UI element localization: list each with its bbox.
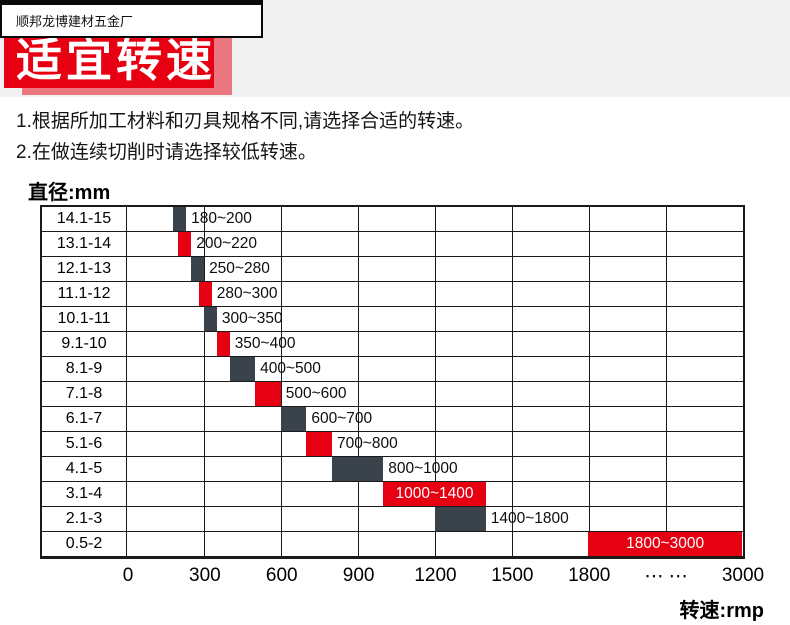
- diameter-cell: 13.1-14: [42, 232, 127, 256]
- diameter-cell: 11.1-12: [42, 282, 127, 306]
- speed-range-label: 300~350: [221, 310, 283, 327]
- diameter-cell: 7.1-8: [42, 382, 127, 406]
- table-row: 3.1-4 1000~1400: [42, 482, 743, 507]
- x-axis: 0 300 600 900 1200 1500 1800 ⋯ ⋯ 3000: [40, 565, 764, 591]
- x-tick: 900: [342, 565, 375, 586]
- speed-bar: [173, 207, 187, 231]
- usage-notes: 1.根据所加工材料和刃具规格不同,请选择合适的转速。 2.在做连续切削时请选择较…: [16, 106, 474, 168]
- speed-bar: [280, 407, 307, 431]
- speed-bar: [383, 482, 486, 506]
- speed-range-label: 400~500: [260, 360, 321, 377]
- row-chart: 1000~1400: [127, 482, 743, 506]
- speed-table: 14.1-15 180~200 13.1-14 200~220 12.1-13 250~2…: [40, 205, 745, 559]
- table-row: 10.1-11 300~350: [42, 307, 743, 332]
- diameter-cell: 12.1-13: [42, 257, 127, 281]
- store-name: 顺邦龙博建材五金厂: [16, 14, 134, 29]
- speed-range-label: 1400~1800: [490, 510, 569, 527]
- note-line-1: 1.根据所加工材料和刃具规格不同,请选择合适的转速。: [16, 111, 475, 132]
- x-tick: ⋯ ⋯: [644, 566, 688, 587]
- row-chart: 200~220: [127, 232, 743, 256]
- speed-bar: [434, 507, 486, 531]
- row-chart: 250~280: [127, 257, 743, 281]
- row-chart: 700~800: [127, 432, 743, 456]
- speed-range-label: 700~800: [337, 435, 398, 452]
- speed-range-label: 250~280: [209, 260, 270, 277]
- diameter-cell: 5.1-6: [42, 432, 127, 456]
- row-chart: 800~1000: [127, 457, 743, 481]
- row-chart: 350~400: [127, 332, 743, 356]
- speed-bar: [198, 282, 212, 306]
- speed-bar: [588, 532, 742, 556]
- speed-bar: [178, 232, 192, 256]
- speed-range-label: 200~220: [196, 235, 258, 252]
- x-tick: 600: [265, 565, 298, 586]
- x-tick: 3000: [721, 565, 765, 586]
- row-chart: 600~700: [127, 407, 743, 431]
- diameter-cell: 9.1-10: [42, 332, 127, 356]
- speed-bar: [203, 307, 217, 331]
- table-row: 4.1-5 800~1000: [42, 457, 743, 482]
- x-tick: 1500: [491, 565, 534, 586]
- speed-bar: [332, 457, 384, 481]
- speed-bar: [255, 382, 281, 406]
- table-row: 9.1-10 350~400: [42, 332, 743, 357]
- row-chart: 500~600: [127, 382, 743, 406]
- speed-range-label: 350~400: [234, 335, 296, 352]
- speed-bar: [191, 257, 205, 281]
- diameter-cell: 2.1-3: [42, 507, 127, 531]
- diameter-cell: 8.1-9: [42, 357, 127, 381]
- x-tick: 1200: [414, 565, 457, 586]
- diameter-cell: 4.1-5: [42, 457, 127, 481]
- diameter-cell: 3.1-4: [42, 482, 127, 506]
- row-chart: 1400~1800: [127, 507, 743, 531]
- speed-range-label: 1800~3000: [626, 535, 705, 552]
- note-line-2: 2.在做连续切削时请选择较低转速。: [16, 142, 317, 163]
- diameter-cell: 14.1-15: [42, 207, 127, 231]
- speed-bar: [216, 332, 230, 356]
- table-row: 0.5-2 1800~3000: [42, 532, 743, 557]
- table-row: 11.1-12 280~300: [42, 282, 743, 307]
- speed-range-label: 800~1000: [388, 460, 458, 477]
- x-tick: 300: [189, 565, 221, 586]
- table-row: 12.1-13 250~280: [42, 257, 743, 282]
- store-name-box: 顺邦龙博建材五金厂: [0, 0, 263, 38]
- row-chart: 400~500: [127, 357, 743, 381]
- table-row: 7.1-8 500~600: [42, 382, 743, 407]
- row-chart: 300~350: [127, 307, 743, 331]
- table-row: 8.1-9 400~500: [42, 357, 743, 382]
- header-band: 适宜转速 顺邦龙博建材五金厂: [0, 0, 790, 97]
- table-row: 13.1-14 200~220: [42, 232, 743, 257]
- x-tick: 1800: [568, 565, 611, 586]
- row-chart: 280~300: [127, 282, 743, 306]
- x-tick: 0: [122, 565, 134, 586]
- speed-range-label: 280~300: [216, 285, 278, 302]
- speed-axis-label: 转速:rmp: [679, 600, 764, 622]
- diameter-cell: 0.5-2: [42, 532, 127, 556]
- table-row: 6.1-7 600~700: [42, 407, 743, 432]
- table-row: 14.1-15 180~200: [42, 207, 743, 232]
- row-chart: 1800~3000: [127, 532, 743, 556]
- diameter-cell: 6.1-7: [42, 407, 127, 431]
- speed-range-label: 1000~1400: [395, 485, 474, 502]
- table-row: 5.1-6 700~800: [42, 432, 743, 457]
- row-chart: 180~200: [127, 207, 743, 231]
- page-title: 适宜转速: [16, 34, 216, 86]
- diameter-axis-label: 直径:mm: [28, 182, 111, 204]
- speed-range-label: 500~600: [285, 385, 347, 402]
- speed-range-label: 600~700: [311, 410, 373, 427]
- speed-bar: [229, 357, 256, 381]
- diameter-cell: 10.1-11: [42, 307, 127, 331]
- speed-range-label: 180~200: [191, 210, 252, 227]
- speed-bar: [306, 432, 332, 456]
- table-row: 2.1-3 1400~1800: [42, 507, 743, 532]
